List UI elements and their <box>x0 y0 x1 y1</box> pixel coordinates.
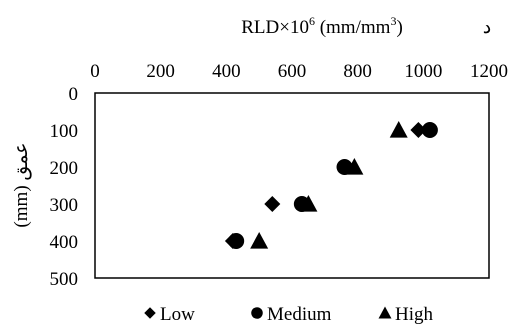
legend-label-low: Low <box>160 304 195 324</box>
x-tick-label: 1200 <box>470 61 508 82</box>
data-point-low <box>264 196 281 212</box>
chart-title-unit-sup: 3 <box>390 14 396 28</box>
data-point-low <box>410 122 427 138</box>
x-tick-label: 1000 <box>404 61 442 82</box>
chart-title-close: ) <box>396 17 402 38</box>
y-tick-label: 200 <box>50 158 79 179</box>
legend: Low Medium High <box>144 304 434 324</box>
y-tick-label: 0 <box>69 84 79 105</box>
chart-title: RLD×106 (mm/mm3) <box>241 14 403 38</box>
data-point-medium <box>421 122 438 138</box>
svg-text:RLD×106 (mm/mm3): RLD×106 (mm/mm3) <box>241 14 403 38</box>
legend-label-high: High <box>395 304 434 324</box>
data-point-high <box>345 158 364 175</box>
data-point-high <box>389 121 408 138</box>
chart-title-main: RLD×10 <box>241 17 309 38</box>
plot-area-frame <box>94 92 490 279</box>
data-point-high <box>299 195 318 212</box>
x-tick-label: 200 <box>146 61 175 82</box>
y-axis-ticks: 0 100 200 300 400 500 <box>50 84 79 290</box>
legend-marker-medium <box>251 307 263 319</box>
x-tick-label: 600 <box>278 61 307 82</box>
y-tick-label: 100 <box>50 121 79 142</box>
y-tick-label: 400 <box>50 232 79 253</box>
legend-marker-high <box>378 306 392 319</box>
x-tick-label: 800 <box>343 61 372 82</box>
x-tick-label: 0 <box>90 61 100 82</box>
x-tick-label: 400 <box>212 61 241 82</box>
data-point-medium <box>228 233 245 249</box>
panel-label: د <box>483 17 491 38</box>
data-points <box>224 121 438 249</box>
data-point-high <box>250 232 269 249</box>
y-tick-label: 300 <box>50 195 79 216</box>
chart-title-sup: 6 <box>309 14 315 28</box>
chart-title-unit: (mm/mm <box>315 17 391 38</box>
y-axis-label: عمق (mm) <box>11 142 32 227</box>
y-tick-label: 500 <box>50 269 79 290</box>
x-axis-ticks: 0 200 400 600 800 1000 1200 <box>90 61 508 82</box>
legend-marker-low <box>144 307 156 319</box>
legend-label-medium: Medium <box>267 304 332 324</box>
